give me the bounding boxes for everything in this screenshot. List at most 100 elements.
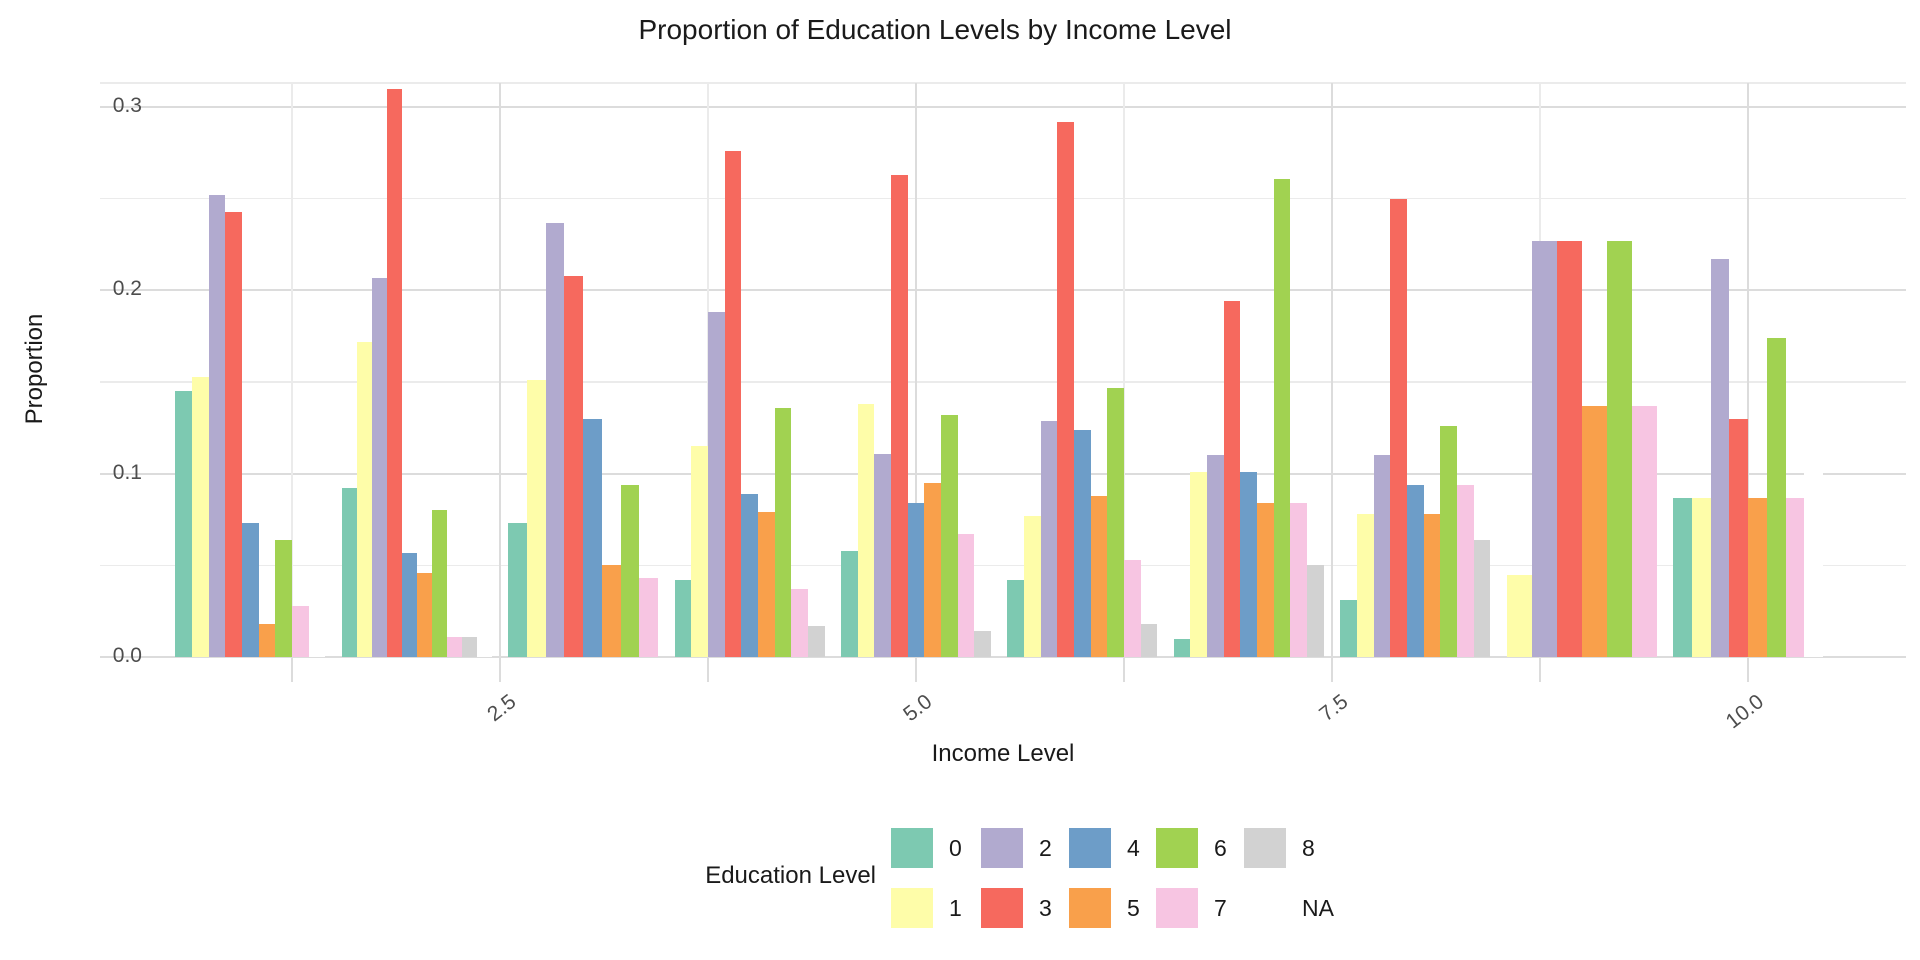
panel-top-edge — [100, 82, 1906, 84]
bar-income6-edu4 — [1074, 429, 1091, 657]
bar-income5-edu3 — [891, 174, 908, 657]
bar-income6-edu1 — [1024, 515, 1041, 657]
bar-income6-edu6 — [1107, 387, 1125, 657]
bar-income2-edu5 — [416, 572, 432, 657]
bar-income3-edu1 — [526, 380, 546, 657]
y-major-gridline — [100, 106, 1906, 108]
x-axis-title: Income Level — [931, 740, 1075, 767]
bar-income10-eduNA — [1804, 418, 1823, 657]
x-axis-tick — [291, 657, 293, 682]
bar-income10-edu7 — [1785, 497, 1805, 657]
bar-income1-eduNA — [308, 624, 326, 657]
bar-income10-edu5 — [1748, 497, 1767, 657]
bar-income4-edu6 — [774, 407, 792, 657]
x-axis-tick-label: 7.5 — [1314, 690, 1353, 727]
x-major-gridline — [915, 83, 917, 657]
bar-income3-edu0 — [508, 523, 527, 657]
bar-income8-edu5 — [1423, 514, 1441, 657]
bar-income1-edu0 — [175, 391, 193, 657]
legend-key-NA — [1244, 888, 1286, 928]
bar-income6-edu5 — [1090, 495, 1108, 657]
bar-income8-edu6 — [1440, 426, 1457, 657]
bar-income5-edu6 — [941, 415, 958, 657]
x-major-gridline — [1331, 83, 1333, 657]
x-minor-gridline — [291, 83, 293, 657]
bar-income2-eduNA — [476, 636, 492, 657]
legend-label-1: 1 — [949, 895, 962, 921]
legend-title: Education Level — [705, 862, 876, 889]
legend-label-NA: NA — [1302, 895, 1334, 921]
legend-label-3: 3 — [1039, 895, 1052, 921]
bar-income9-edu1 — [1506, 574, 1532, 657]
x-axis-tick — [1331, 657, 1333, 682]
bar-income4-edu0 — [674, 580, 692, 657]
bar-income10-edu0 — [1673, 497, 1692, 657]
bar-income5-edu0 — [841, 550, 858, 657]
x-axis-tick-label: 10.0 — [1721, 690, 1769, 734]
bar-income7-edu1 — [1190, 471, 1208, 657]
bar-income8-edu4 — [1406, 484, 1424, 657]
bar-income5-edu7 — [957, 534, 975, 657]
bar-income3-edu3 — [564, 275, 584, 657]
legend-key-5 — [1069, 888, 1111, 928]
bar-income9-edu5 — [1581, 405, 1607, 657]
bar-income1-edu5 — [258, 624, 276, 657]
y-axis-tick-label: 0.1 — [112, 460, 142, 484]
bar-income9-edu6 — [1606, 240, 1632, 657]
bar-income4-edu4 — [741, 493, 758, 657]
bar-income6-edu7 — [1124, 559, 1141, 657]
legend-label-5: 5 — [1127, 895, 1140, 921]
bar-income4-edu8 — [807, 625, 825, 657]
bar-income7-edu7 — [1290, 503, 1308, 657]
x-axis-tick — [1539, 657, 1541, 682]
x-axis-tick-label: 5.0 — [898, 690, 937, 727]
bar-income7-edu2 — [1207, 455, 1224, 657]
bar-income5-edu4 — [907, 503, 925, 657]
bar-income5-edu2 — [874, 453, 891, 657]
bar-income8-edu3 — [1390, 198, 1407, 657]
legend-key-3 — [981, 888, 1023, 928]
x-axis-tick-label: 2.5 — [482, 690, 521, 727]
bar-income7-edu3 — [1223, 301, 1241, 657]
x-major-gridline — [1747, 83, 1749, 657]
x-axis-tick — [915, 657, 917, 682]
legend-key-8 — [1244, 828, 1286, 868]
bar-income3-edu4 — [583, 418, 602, 657]
chart-title: Proportion of Education Levels by Income… — [638, 14, 1232, 45]
bar-income10-edu6 — [1766, 338, 1786, 657]
y-minor-gridline — [100, 381, 1906, 383]
y-major-gridline — [100, 472, 1906, 475]
legend-label-4: 4 — [1127, 835, 1140, 861]
bar-income4-edu2 — [707, 312, 725, 657]
bar-income9-edu3 — [1556, 240, 1582, 657]
legend-key-7 — [1156, 888, 1198, 928]
bar-income8-edu7 — [1456, 484, 1474, 657]
bar-income3-edu2 — [545, 222, 565, 657]
bar-income4-edu1 — [691, 446, 708, 657]
y-axis-tick-label: 0.3 — [112, 94, 142, 117]
y-major-gridline — [100, 656, 1906, 658]
bar-income3-edu6 — [620, 484, 640, 657]
bar-income1-edu1 — [192, 376, 209, 657]
bar-income1-edu6 — [275, 539, 293, 657]
bar-income2-edu8 — [461, 636, 477, 657]
bar-income1-edu4 — [242, 523, 259, 657]
bar-income7-edu8 — [1307, 565, 1324, 657]
bar-income2-edu1 — [356, 341, 372, 657]
bar-income10-edu2 — [1710, 259, 1730, 657]
x-major-gridline — [499, 83, 501, 657]
legend-key-1 — [891, 888, 933, 928]
bar-income1-edu7 — [292, 605, 309, 657]
legend-label-6: 6 — [1214, 835, 1227, 861]
bar-income10-edu3 — [1729, 418, 1748, 657]
x-axis-tick — [1747, 657, 1749, 682]
bar-income7-edu6 — [1273, 178, 1291, 657]
y-minor-gridline — [100, 197, 1906, 200]
legend-key-0 — [891, 828, 933, 868]
legend-label-7: 7 — [1214, 895, 1227, 921]
bar-income2-edu7 — [446, 636, 462, 657]
bar-income6-edu8 — [1140, 624, 1158, 657]
legend-key-2 — [981, 828, 1023, 868]
bar-income1-edu3 — [225, 211, 243, 657]
